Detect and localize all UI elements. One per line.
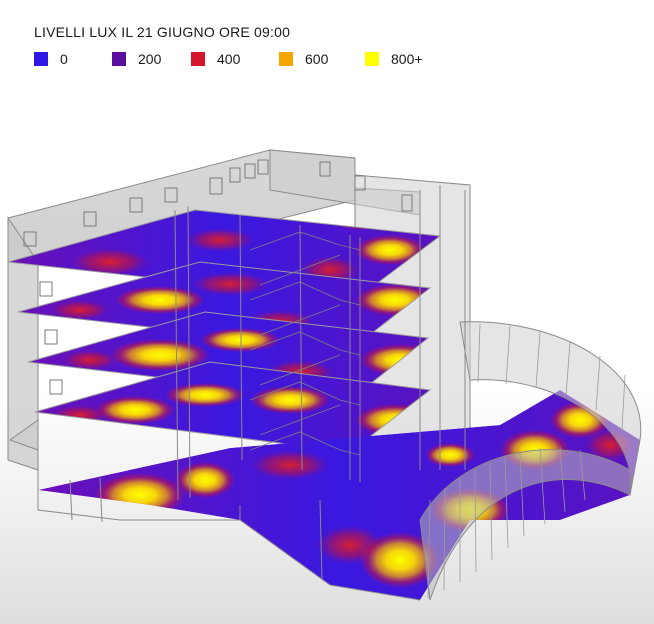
window-grid: [23, 159, 413, 395]
curved-facade-back: [459, 321, 642, 496]
legend-swatch-600: [279, 52, 293, 66]
structure-lines: [37, 185, 466, 601]
legend-label-0: 0: [60, 51, 68, 67]
left-canopy: [8, 419, 39, 451]
legend-label-200: 200: [138, 51, 162, 67]
legend-label-600: 600: [305, 51, 329, 67]
legend-swatch-0: [34, 52, 48, 66]
legend-swatch-400: [191, 52, 205, 66]
legend-swatch-800: [365, 52, 379, 66]
legend-label-400: 400: [217, 51, 241, 67]
legend-label-800: 800+: [391, 51, 423, 67]
legend-swatch-200: [112, 52, 126, 66]
facade-mullions: [427, 323, 626, 599]
diagram-title: LIVELLI LUX IL 21 GIUGNO ORE 09:00: [34, 24, 291, 40]
curved-facade-front: [419, 449, 631, 601]
stair-railings: [249, 231, 361, 456]
